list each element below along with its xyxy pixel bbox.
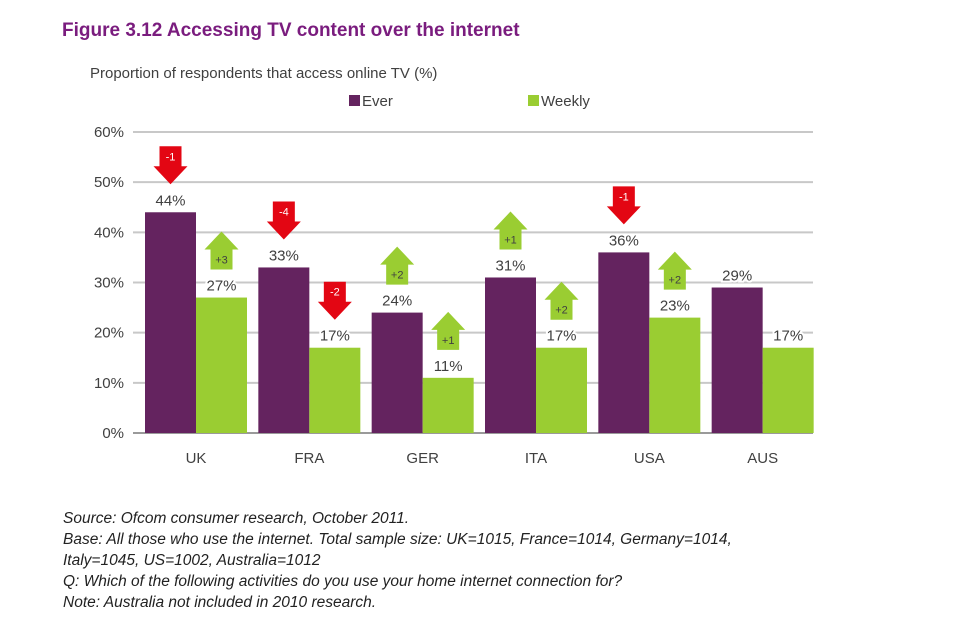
decrease-arrow-icon [266,201,301,240]
base-note-line1: Base: All those who use the internet. To… [63,531,732,548]
bar-ever [145,212,196,433]
data-label: 23% [660,298,690,315]
change-label: +1 [504,234,517,246]
x-tick-label: AUS [747,450,778,467]
base-note-line2: Italy=1045, US=1002, Australia=1012 [63,552,321,569]
data-label: 31% [495,257,525,274]
australia-note: Note: Australia not included in 2010 res… [63,594,377,611]
bar-ever [598,252,650,433]
increase-arrow-icon [431,311,466,350]
data-label: 24% [382,293,412,310]
legend-ever: Ever [349,93,393,110]
bar-weekly [309,347,361,433]
y-tick-label: 40% [94,224,124,241]
y-tick-label: 30% [94,275,124,292]
legend-weekly-label: Weekly [541,93,590,110]
x-tick-label: ITA [525,450,547,467]
increase-arrow-icon [493,211,528,250]
source-note: Source: Ofcom consumer research, October… [63,510,410,527]
data-label: 17% [320,328,350,345]
bar-weekly [536,347,587,433]
bar-ever [258,267,310,433]
data-label: 11% [434,358,463,375]
legend-ever-label: Ever [362,93,393,110]
data-label: 17% [546,328,576,345]
y-tick-label: 60% [94,124,124,141]
decrease-arrow-icon [606,186,641,225]
change-label: -1 [619,191,629,203]
y-tick-label: 10% [94,375,124,392]
chart-subtitle: Proportion of respondents that access on… [90,65,438,82]
change-label: -1 [166,151,176,163]
change-label: +1 [442,335,455,347]
change-label: +2 [555,305,568,317]
decrease-arrow-icon [153,146,188,185]
y-tick-label: 50% [94,174,124,191]
bar-weekly [422,377,474,433]
data-label: 17% [773,328,803,345]
change-label: +3 [215,255,228,267]
decrease-arrow-icon [317,281,352,320]
change-label: -2 [330,287,340,299]
x-tick-label: GER [406,450,439,467]
bar-weekly [649,317,701,433]
bar-chart: 0% 10% 20% 30% 40% 50% 60% 44% -1 27% +3 UK 33% -4 17%… [94,124,814,467]
y-tick-label: 20% [94,325,124,342]
change-label: +2 [391,270,404,282]
change-label: +2 [669,275,682,287]
data-label: 27% [206,278,236,295]
question-note: Q: Which of the following activities do … [63,573,623,590]
data-label: 29% [722,268,752,285]
legend-weekly: Weekly [528,93,590,110]
data-label: 36% [609,232,639,249]
bar-ever [711,287,763,433]
data-label: 33% [269,247,299,264]
bar-weekly [196,297,247,433]
data-label: 44% [155,192,185,209]
x-tick-label: USA [634,450,665,467]
chart-notes: Source: Ofcom consumer research, October… [63,508,732,613]
change-label: -4 [279,206,289,218]
legend-weekly-swatch [528,95,539,106]
legend-ever-swatch [349,95,360,106]
y-tick-label: 0% [102,425,124,442]
increase-arrow-icon [544,281,579,320]
increase-arrow-icon [204,231,239,270]
bar-weekly [762,347,814,433]
increase-arrow-icon [657,251,692,290]
increase-arrow-icon [380,246,415,285]
bar-ever [371,312,423,433]
x-tick-label: UK [186,450,207,467]
x-tick-label: FRA [294,450,324,467]
figure-title: Figure 3.12 Accessing TV content over th… [62,20,520,41]
bar-ever [485,277,536,433]
